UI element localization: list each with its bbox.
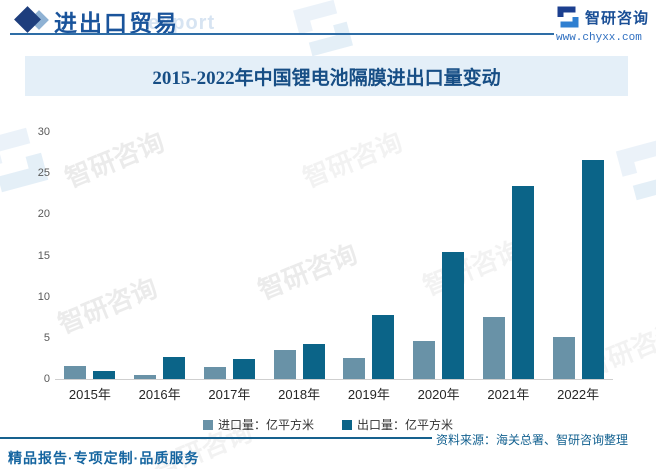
y-tick-label: 10 xyxy=(37,290,50,303)
header: export 进出口贸易 智研咨询 www.chyxx.com xyxy=(0,0,656,44)
legend: 进口量：亿平方米 出口量：亿平方米 xyxy=(0,416,656,433)
bar xyxy=(343,357,366,379)
x-axis-label: 2016年 xyxy=(138,387,181,402)
bar xyxy=(64,365,87,379)
x-axis-label: 2020年 xyxy=(417,387,460,402)
y-tick-label: 30 xyxy=(37,126,50,138)
x-axis-label: 2018年 xyxy=(278,387,321,402)
legend-swatch-icon xyxy=(342,419,352,430)
bar xyxy=(482,317,505,379)
chart: 0 5 10 15 20 25 30 2015年 2016年 2017年 2018年 2019年 20… xyxy=(0,126,656,432)
footer-divider xyxy=(0,437,432,439)
bar xyxy=(552,337,575,379)
bar xyxy=(273,350,296,379)
bar-group xyxy=(125,132,195,379)
legend-swatch-icon xyxy=(202,419,213,430)
page-title: 进出口贸易 xyxy=(54,11,179,36)
bar xyxy=(163,356,186,379)
bar-group xyxy=(264,132,334,379)
x-axis-label: 2022年 xyxy=(557,387,600,402)
bar-group xyxy=(543,132,613,379)
bar-group xyxy=(474,132,544,379)
bar-group xyxy=(334,132,404,379)
chart-title: 2015-2022年中国锂电池隔膜进出口量变动 xyxy=(152,67,501,89)
brand-logo-icon xyxy=(557,6,579,28)
x-axis-label: 2021年 xyxy=(487,387,530,402)
bar xyxy=(581,160,604,379)
footer-tagline: 精品报告·专项定制·品质服务 xyxy=(8,450,200,466)
x-axis-label: 2019年 xyxy=(347,387,390,402)
x-axis-label: 2017年 xyxy=(208,387,251,402)
brand-url: www.chyxx.com xyxy=(556,32,642,44)
brand-block: 智研咨询 www.chyxx.com xyxy=(556,5,656,44)
x-axis-label: 2015年 xyxy=(68,387,111,402)
x-axis: 2015年 2016年 2017年 2018年 2019年 2020年 2021年 2022年 xyxy=(55,384,613,403)
bar xyxy=(413,341,436,379)
legend-item: 进口量：亿平方米 xyxy=(202,416,314,433)
bar xyxy=(134,374,157,379)
bar xyxy=(203,366,226,379)
bar xyxy=(511,185,534,379)
chart-title-banner: 2015-2022年中国锂电池隔膜进出口量变动 xyxy=(25,56,628,96)
bar xyxy=(302,343,325,379)
y-tick-label: 5 xyxy=(43,331,50,344)
diamond-icon xyxy=(14,6,56,33)
header-watermark: export xyxy=(148,12,216,34)
y-tick-label: 0 xyxy=(43,373,50,385)
bar-group xyxy=(55,132,125,379)
brand-name: 智研咨询 xyxy=(585,9,650,27)
bar xyxy=(442,252,465,379)
bar-group xyxy=(404,132,474,379)
y-axis: 0 5 10 15 20 25 30 xyxy=(24,126,50,385)
bar xyxy=(232,359,255,379)
header-divider xyxy=(10,33,554,35)
bar xyxy=(372,314,395,379)
y-tick-label: 15 xyxy=(37,249,50,262)
bar xyxy=(93,370,116,379)
data-source: 资料来源：海关总署、智研咨询整理 xyxy=(436,433,629,447)
y-tick-label: 25 xyxy=(37,167,50,180)
legend-label: 出口量：亿平方米 xyxy=(357,418,454,432)
bar-group xyxy=(195,132,265,379)
plot-area xyxy=(55,132,613,380)
y-tick-label: 20 xyxy=(37,208,50,221)
legend-item: 出口量：亿平方米 xyxy=(342,416,453,433)
legend-label: 进口量：亿平方米 xyxy=(217,418,314,432)
